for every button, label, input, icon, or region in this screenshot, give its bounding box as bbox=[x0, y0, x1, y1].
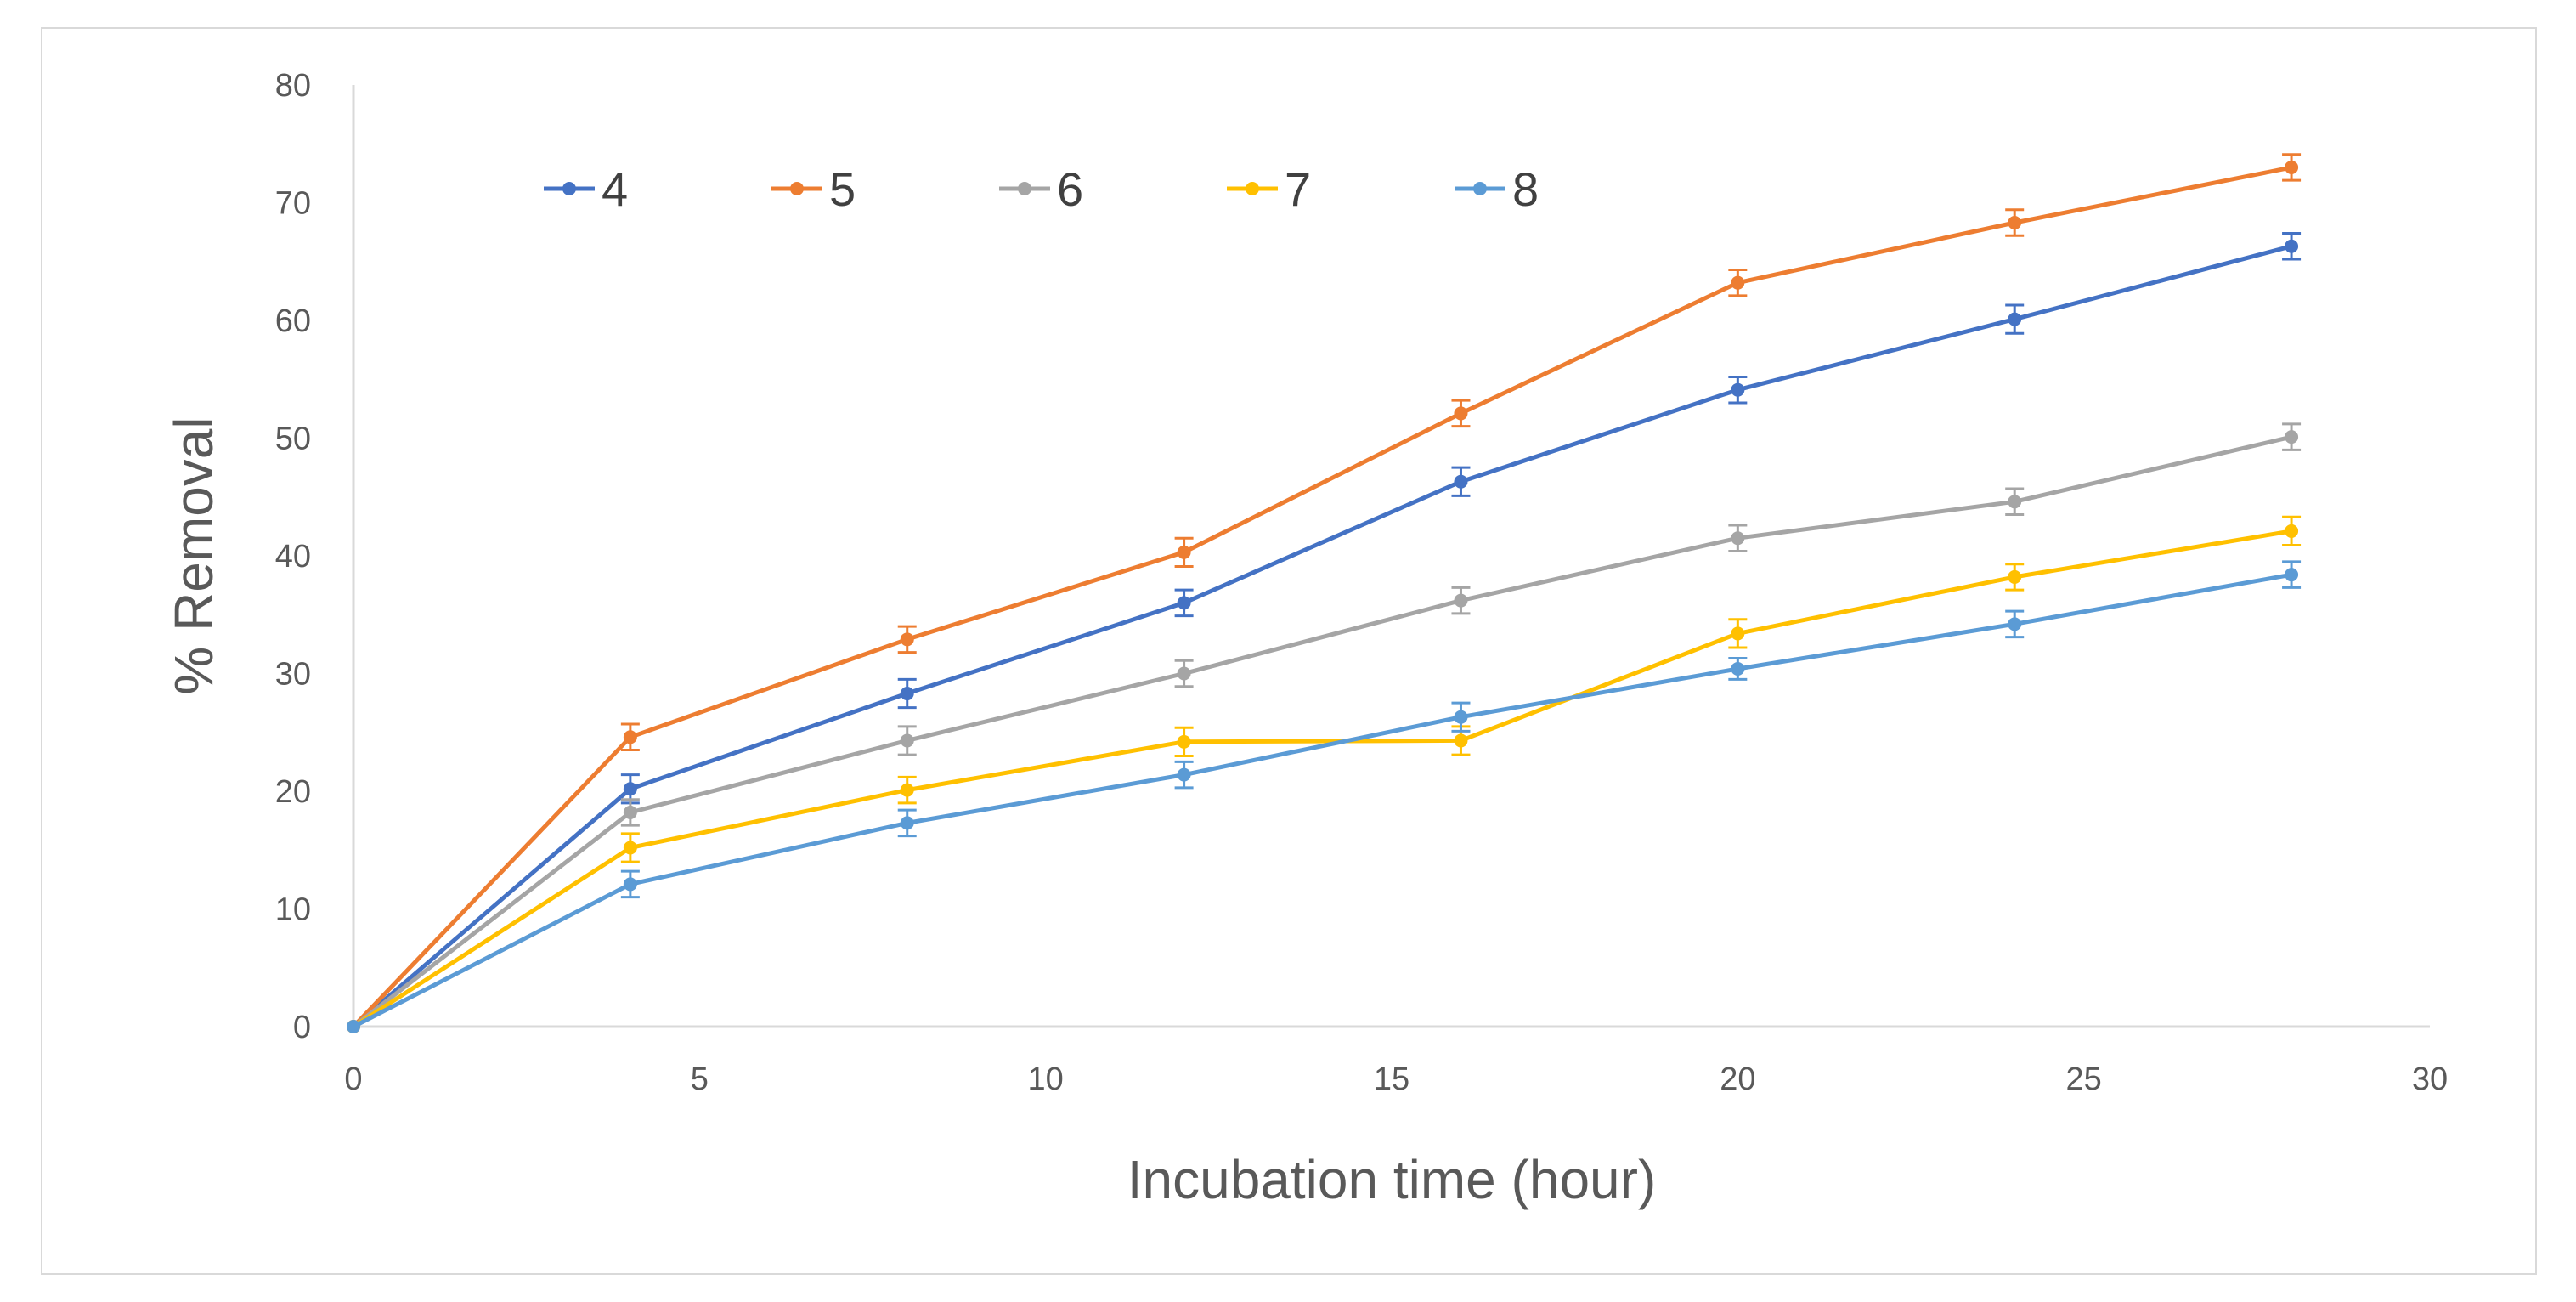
data-point bbox=[1454, 406, 1468, 421]
y-tick-label: 10 bbox=[275, 892, 311, 928]
legend-item-4: 4 bbox=[544, 162, 628, 216]
data-point bbox=[1177, 767, 1191, 782]
legend: 4 5 6 7 8 bbox=[544, 162, 1539, 216]
data-point bbox=[347, 1020, 360, 1033]
data-point bbox=[1177, 596, 1191, 610]
x-tick-label: 25 bbox=[2066, 1061, 2102, 1097]
data-point bbox=[1454, 593, 1468, 608]
x-tick-label: 10 bbox=[1028, 1061, 1064, 1097]
data-point bbox=[2285, 239, 2299, 253]
series-line bbox=[352, 572, 2292, 1029]
data-point bbox=[900, 687, 914, 701]
series-line bbox=[352, 165, 2292, 1028]
data-point bbox=[1177, 734, 1191, 749]
x-tick-label: 0 bbox=[344, 1061, 362, 1097]
data-point bbox=[623, 841, 637, 855]
data-point bbox=[2008, 569, 2022, 584]
data-point bbox=[2008, 216, 2022, 230]
x-tick-label: 20 bbox=[1720, 1061, 1755, 1097]
y-tick-label: 60 bbox=[275, 303, 311, 339]
series-layer bbox=[347, 153, 2302, 1033]
y-tick-label: 80 bbox=[275, 68, 311, 104]
data-point bbox=[623, 782, 637, 796]
data-point bbox=[623, 877, 637, 892]
y-axis-title: % Removal bbox=[163, 416, 224, 694]
data-point bbox=[623, 730, 637, 744]
data-point bbox=[1177, 545, 1191, 559]
data-point bbox=[2008, 312, 2022, 326]
series-8 bbox=[347, 560, 2302, 1033]
legend-item-6: 6 bbox=[999, 162, 1083, 216]
series-line bbox=[352, 529, 2292, 1029]
data-point bbox=[900, 733, 914, 748]
data-point bbox=[1454, 733, 1468, 748]
x-tick-label: 30 bbox=[2412, 1061, 2448, 1097]
data-point bbox=[2008, 495, 2022, 509]
legend-swatch-marker bbox=[1246, 182, 1259, 195]
y-tick-label: 30 bbox=[275, 657, 311, 693]
x-tick-labels: 0 5 10 15 20 25 30 bbox=[344, 1061, 2448, 1097]
legend-item-8: 8 bbox=[1455, 162, 1539, 216]
data-point bbox=[2285, 568, 2299, 582]
data-point bbox=[623, 805, 637, 819]
y-tick-label: 40 bbox=[275, 539, 311, 575]
data-point bbox=[2285, 430, 2299, 444]
chart-frame bbox=[41, 27, 2537, 1275]
y-tick-labels: 0 10 20 30 40 50 60 70 80 bbox=[275, 68, 311, 1045]
series-6 bbox=[347, 422, 2302, 1033]
legend-label: 6 bbox=[1057, 162, 1083, 216]
data-point bbox=[1731, 626, 1745, 641]
y-tick-label: 50 bbox=[275, 422, 311, 457]
x-tick-label: 15 bbox=[1374, 1061, 1409, 1097]
legend-label: 8 bbox=[1512, 162, 1539, 216]
data-point bbox=[900, 816, 914, 830]
data-point bbox=[1454, 710, 1468, 724]
legend-label: 4 bbox=[602, 162, 628, 216]
data-point bbox=[1731, 382, 1745, 397]
x-axis-title: Incubation time (hour) bbox=[1127, 1149, 1657, 1210]
legend-label: 7 bbox=[1285, 162, 1311, 216]
legend-swatch-marker bbox=[562, 182, 576, 195]
legend-swatch-marker bbox=[790, 182, 804, 195]
data-point bbox=[2285, 524, 2299, 538]
data-point bbox=[2008, 617, 2022, 631]
data-point bbox=[1177, 666, 1191, 681]
legend-label: 5 bbox=[829, 162, 856, 216]
data-point bbox=[1454, 474, 1468, 489]
series-line bbox=[352, 434, 2292, 1028]
series-4 bbox=[347, 232, 2302, 1033]
series-line bbox=[352, 244, 2292, 1028]
data-point bbox=[1731, 531, 1745, 546]
x-tick-label: 5 bbox=[691, 1061, 709, 1097]
y-tick-label: 0 bbox=[293, 1010, 311, 1045]
data-point bbox=[1731, 661, 1745, 676]
data-point bbox=[1731, 275, 1745, 290]
legend-item-5: 5 bbox=[771, 162, 856, 216]
series-5 bbox=[347, 153, 2302, 1033]
legend-item-7: 7 bbox=[1227, 162, 1311, 216]
data-point bbox=[900, 783, 914, 797]
y-tick-label: 20 bbox=[275, 774, 311, 810]
legend-swatch-marker bbox=[1018, 182, 1031, 195]
data-point bbox=[900, 632, 914, 647]
data-point bbox=[2285, 160, 2299, 174]
legend-swatch-marker bbox=[1473, 182, 1487, 195]
y-tick-label: 70 bbox=[275, 186, 311, 222]
series-7 bbox=[347, 515, 2302, 1033]
